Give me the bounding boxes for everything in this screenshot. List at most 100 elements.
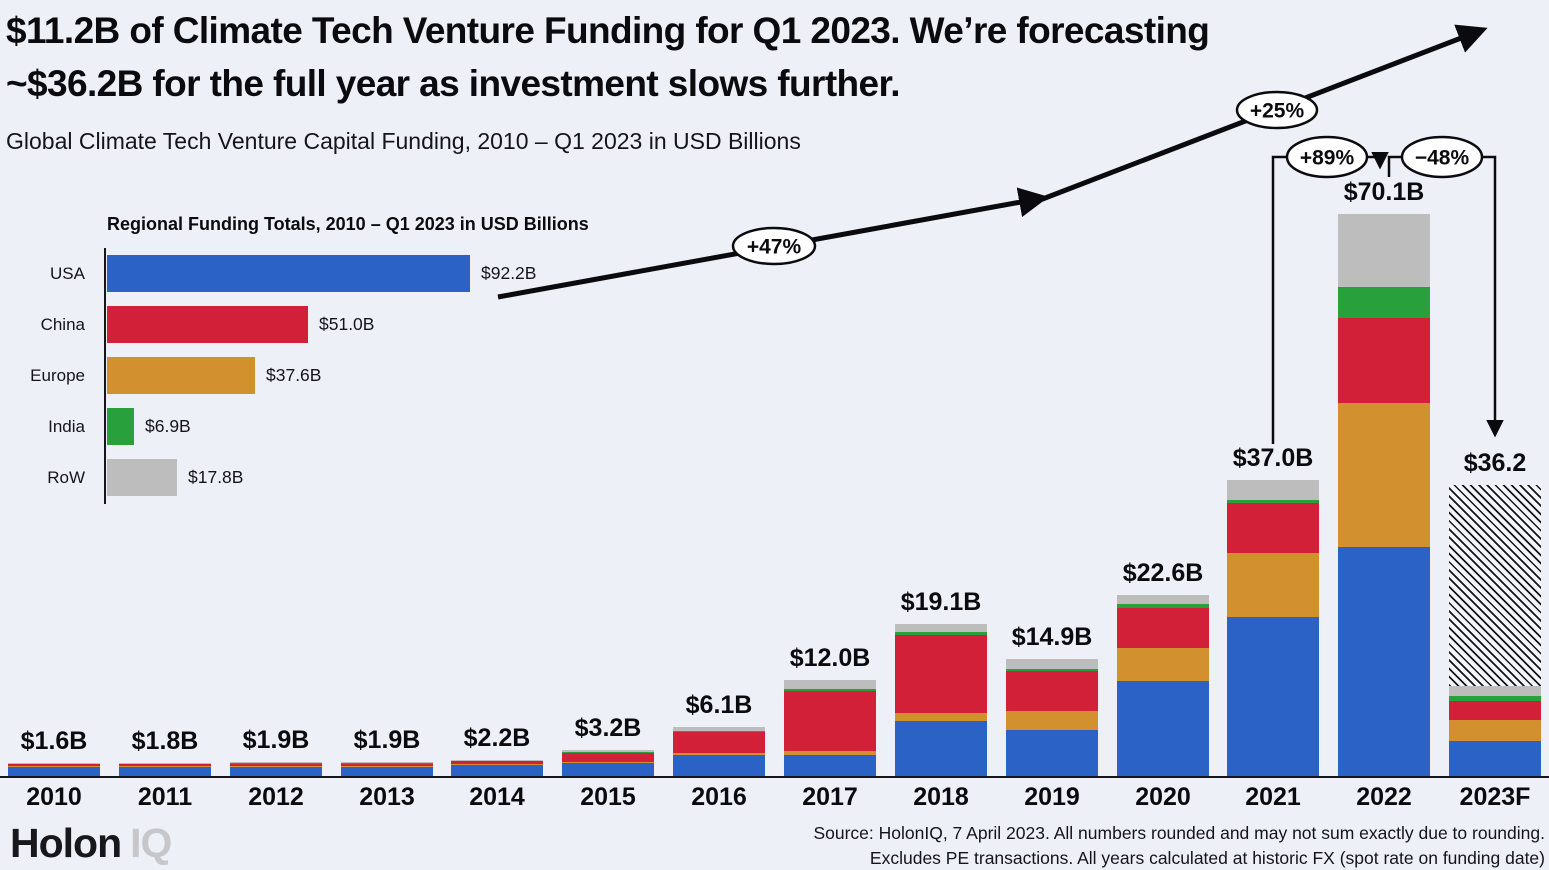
segment-india-2015 xyxy=(562,752,654,753)
segment-row-2014 xyxy=(451,760,543,761)
inset-bar-india xyxy=(107,408,134,445)
inset-row-usa: USA $92.2B xyxy=(0,255,1549,292)
year-label-2010: 2010 xyxy=(26,783,82,811)
segment-row-2010 xyxy=(8,763,100,764)
segment-europe-2023F xyxy=(1449,720,1541,741)
segment-china-2010 xyxy=(8,764,100,766)
segment-china-2022 xyxy=(1338,318,1430,403)
segment-usa-2016 xyxy=(673,755,765,777)
segment-europe-2013 xyxy=(341,766,433,767)
segment-europe-2022 xyxy=(1338,403,1430,547)
inset-value-label-europe: $37.6B xyxy=(266,365,322,385)
stacked-bar-2013 xyxy=(341,762,433,777)
year-label-2022: 2022 xyxy=(1356,783,1412,811)
inset-category-label-usa: USA xyxy=(50,263,85,283)
segment-india-2022 xyxy=(1338,287,1430,318)
inset-bar-row xyxy=(107,459,177,496)
segment-india-2018 xyxy=(895,632,987,635)
segment-usa-2011 xyxy=(119,767,211,777)
year-label-2019: 2019 xyxy=(1024,783,1080,811)
stacked-bar-2020 xyxy=(1117,595,1209,777)
segment-europe-2016 xyxy=(673,753,765,755)
segment-usa-2010 xyxy=(8,767,100,777)
title-line-2: ~$36.2B for the full year as investment … xyxy=(6,63,901,104)
segment-europe-2021 xyxy=(1227,553,1319,617)
year-label-2013: 2013 xyxy=(359,783,415,811)
inset-category-label-india: India xyxy=(48,416,85,436)
stacked-bar-2017 xyxy=(784,680,876,777)
segment-usa-2013 xyxy=(341,767,433,777)
year-label-2011: 2011 xyxy=(137,783,193,811)
year-label-2021: 2021 xyxy=(1245,783,1301,811)
year-label-2014: 2014 xyxy=(469,783,525,811)
segment-row-2012 xyxy=(230,762,322,763)
segment-row-2018 xyxy=(895,624,987,632)
segment-india-2019 xyxy=(1006,669,1098,671)
bar-total-label-2015: $3.2B xyxy=(574,714,642,742)
holoniq-logo: Holon IQ xyxy=(10,820,172,867)
stacked-bar-2010 xyxy=(8,763,100,777)
chart-subtitle: Global Climate Tech Venture Capital Fund… xyxy=(6,128,801,154)
segment-row-2019 xyxy=(1006,659,1098,669)
segment-china-2016 xyxy=(673,732,765,753)
stacked-bar-2022 xyxy=(1338,214,1430,777)
inset-bar-china xyxy=(107,306,308,343)
segment-europe-2020 xyxy=(1117,648,1209,681)
inset-axis-line xyxy=(104,248,106,504)
annotation-bubble-89pct xyxy=(1285,135,1369,179)
bar-total-label-2012: $1.9B xyxy=(242,726,310,754)
bar-total-label-2023F: $36.2 xyxy=(1463,449,1527,477)
segment-row-2015 xyxy=(562,750,654,752)
segment-row-2013 xyxy=(341,762,433,763)
bar-total-label-2019: $14.9B xyxy=(1011,623,1093,651)
segment-usa-2014 xyxy=(451,765,543,777)
segment-china-2019 xyxy=(1006,671,1098,711)
bar-total-label-2020: $22.6B xyxy=(1122,559,1204,587)
logo-holon: Holon xyxy=(10,820,122,866)
segment-europe-2014 xyxy=(451,764,543,765)
segment-row-2021 xyxy=(1227,480,1319,500)
segment-row-2020 xyxy=(1117,595,1209,604)
logo-iq: IQ xyxy=(130,820,172,866)
inset-chart-title: Regional Funding Totals, 2010 – Q1 2023 … xyxy=(107,214,589,234)
segment-usa-2023F xyxy=(1449,741,1541,777)
segment-europe-2015 xyxy=(562,762,654,763)
inset-row-europe: Europe $37.6B xyxy=(0,357,1549,394)
year-label-2015: 2015 xyxy=(580,783,636,811)
inset-bar-usa xyxy=(107,255,470,292)
source-line-1: Source: HolonIQ, 7 April 2023. All numbe… xyxy=(813,823,1545,843)
source-line-2: Excludes PE transactions. All years calc… xyxy=(869,848,1545,868)
bar-total-label-2021: $37.0B xyxy=(1232,444,1314,472)
page-title: $11.2B of Climate Tech Venture Funding f… xyxy=(6,4,1496,110)
bar-total-label-2014: $2.2B xyxy=(463,724,531,752)
bar-total-label-2018: $19.1B xyxy=(900,588,982,616)
bar-total-label-2022: $70.1B xyxy=(1343,178,1425,206)
segment-india-2023F xyxy=(1449,696,1541,701)
segment-row-2023F xyxy=(1449,686,1541,696)
segment-india-2016 xyxy=(673,731,765,732)
stacked-bar-2012 xyxy=(230,762,322,777)
segment-europe-2011 xyxy=(119,766,211,767)
inset-value-label-row: $17.8B xyxy=(188,467,244,487)
segment-china-2017 xyxy=(784,691,876,751)
segment-china-2020 xyxy=(1117,608,1209,648)
segment-usa-2018 xyxy=(895,721,987,777)
stacked-bar-2018 xyxy=(895,624,987,777)
segment-china-2011 xyxy=(119,764,211,766)
year-label-2018: 2018 xyxy=(913,783,969,811)
segment-europe-2018 xyxy=(895,713,987,721)
annotation-bubble-minus48pct xyxy=(1400,135,1484,179)
segment-india-2013 xyxy=(341,763,433,764)
stacked-bar-2023F xyxy=(1449,485,1541,777)
segment-china-2012 xyxy=(230,764,322,766)
segment-china-2018 xyxy=(895,635,987,713)
bar-total-label-2010: $1.6B xyxy=(20,727,88,755)
bar-total-label-2013: $1.9B xyxy=(353,726,421,754)
annotation-label-minus48pct: −48% xyxy=(1415,147,1470,170)
inset-category-label-china: China xyxy=(40,314,85,334)
stacked-bar-2011 xyxy=(119,763,211,777)
segment-usa-2017 xyxy=(784,755,876,777)
segment-europe-2017 xyxy=(784,751,876,755)
segment-europe-2012 xyxy=(230,766,322,767)
